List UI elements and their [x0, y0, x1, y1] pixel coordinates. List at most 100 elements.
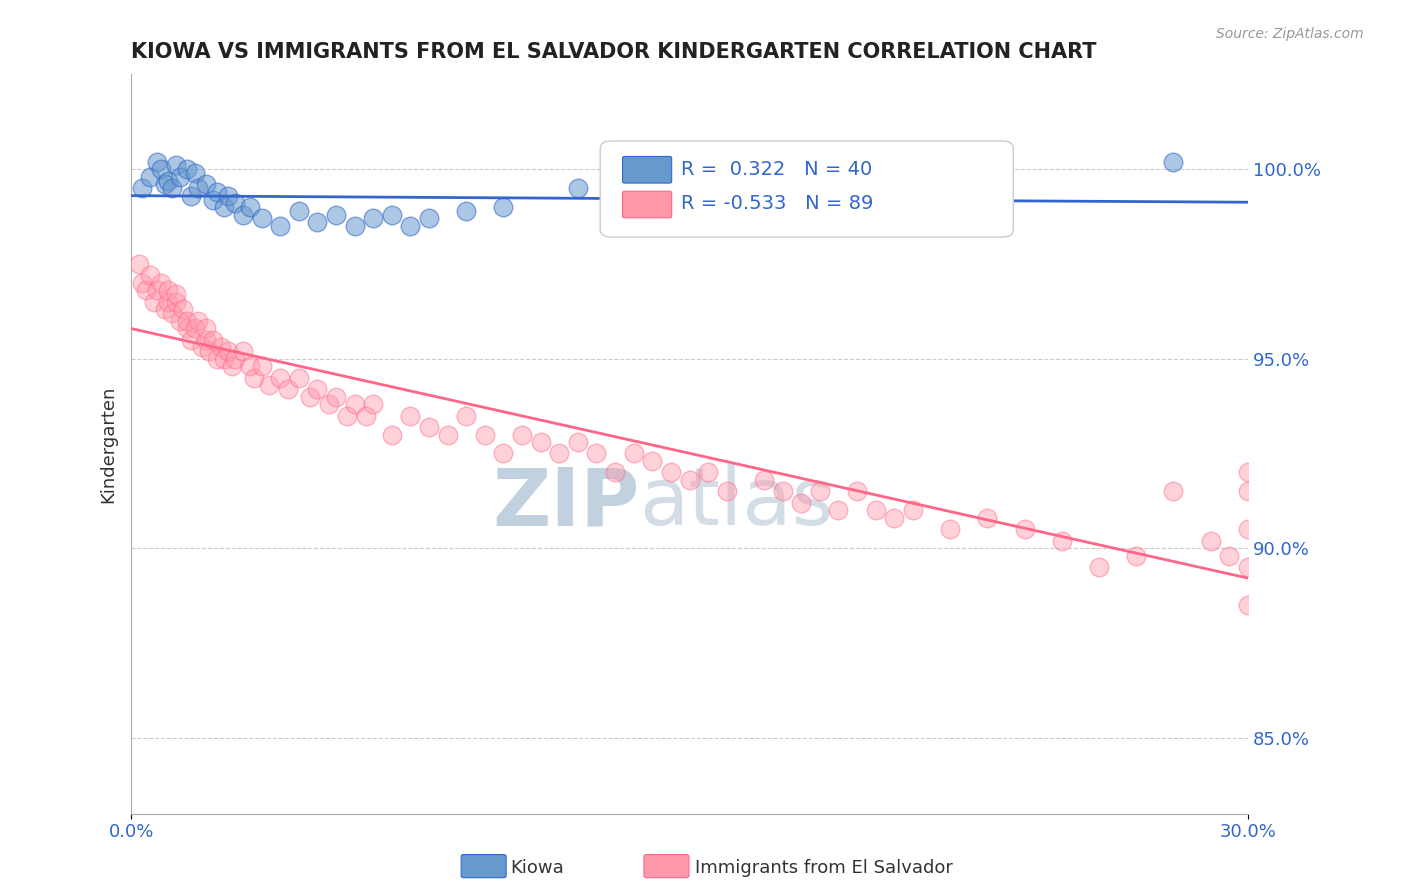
- Point: [157, 294, 180, 309]
- Point: [214, 200, 236, 214]
- Point: [250, 359, 273, 374]
- Point: [239, 359, 262, 374]
- Point: [976, 511, 998, 525]
- Point: [131, 276, 153, 290]
- Point: [325, 208, 347, 222]
- Point: [205, 185, 228, 199]
- Point: [548, 446, 571, 460]
- Point: [139, 268, 162, 283]
- Point: [492, 200, 515, 214]
- Point: [827, 196, 849, 211]
- Point: [399, 409, 422, 423]
- Point: [269, 370, 291, 384]
- Point: [191, 340, 214, 354]
- Point: [269, 219, 291, 233]
- Point: [176, 314, 198, 328]
- Point: [901, 503, 924, 517]
- Point: [287, 370, 309, 384]
- Point: [165, 158, 187, 172]
- Text: Kiowa: Kiowa: [510, 859, 564, 877]
- Point: [128, 257, 150, 271]
- Point: [217, 344, 239, 359]
- Text: Source: ZipAtlas.com: Source: ZipAtlas.com: [1216, 27, 1364, 41]
- Point: [250, 211, 273, 226]
- Point: [139, 169, 162, 184]
- Point: [883, 511, 905, 525]
- Point: [659, 466, 682, 480]
- Point: [603, 466, 626, 480]
- Point: [716, 484, 738, 499]
- Point: [157, 173, 180, 187]
- Point: [1199, 533, 1222, 548]
- Point: [1218, 549, 1240, 563]
- Point: [1237, 560, 1260, 574]
- Point: [153, 302, 176, 317]
- Point: [221, 359, 243, 374]
- Text: R = -0.533   N = 89: R = -0.533 N = 89: [681, 194, 873, 213]
- Point: [169, 314, 191, 328]
- Point: [150, 276, 173, 290]
- Point: [752, 473, 775, 487]
- Point: [194, 321, 217, 335]
- Point: [418, 211, 440, 226]
- Point: [202, 333, 225, 347]
- Point: [1163, 154, 1185, 169]
- Point: [180, 188, 202, 202]
- Point: [641, 454, 664, 468]
- Point: [418, 420, 440, 434]
- Point: [146, 154, 169, 169]
- Point: [1088, 560, 1111, 574]
- Point: [232, 208, 254, 222]
- Point: [697, 466, 720, 480]
- Point: [1237, 484, 1260, 499]
- Point: [1237, 598, 1260, 612]
- Point: [153, 178, 176, 192]
- Point: [150, 162, 173, 177]
- Point: [243, 370, 266, 384]
- Text: R =  0.322   N = 40: R = 0.322 N = 40: [681, 160, 872, 178]
- Point: [142, 294, 165, 309]
- Point: [135, 284, 157, 298]
- Point: [336, 409, 359, 423]
- Point: [456, 203, 478, 218]
- Point: [187, 314, 209, 328]
- Point: [361, 211, 384, 226]
- Point: [205, 351, 228, 366]
- Point: [1237, 466, 1260, 480]
- Point: [510, 427, 533, 442]
- Point: [209, 340, 232, 354]
- Point: [492, 446, 515, 460]
- Point: [183, 166, 205, 180]
- Point: [307, 382, 329, 396]
- Point: [298, 390, 321, 404]
- Point: [1014, 522, 1036, 536]
- Point: [183, 321, 205, 335]
- Point: [623, 446, 645, 460]
- Point: [585, 446, 607, 460]
- Point: [678, 473, 700, 487]
- Point: [214, 351, 236, 366]
- Point: [239, 200, 262, 214]
- Point: [202, 193, 225, 207]
- Point: [224, 351, 246, 366]
- Point: [567, 435, 589, 450]
- Point: [939, 522, 962, 536]
- Point: [325, 390, 347, 404]
- Point: [343, 397, 366, 411]
- Point: [865, 503, 887, 517]
- Point: [172, 302, 194, 317]
- Point: [165, 294, 187, 309]
- Point: [187, 181, 209, 195]
- Point: [939, 181, 962, 195]
- Point: [381, 208, 404, 222]
- Point: [257, 378, 280, 392]
- Point: [1050, 533, 1073, 548]
- FancyBboxPatch shape: [623, 156, 672, 183]
- Point: [1125, 549, 1147, 563]
- Point: [277, 382, 299, 396]
- Point: [790, 496, 813, 510]
- Point: [846, 484, 869, 499]
- Point: [530, 435, 553, 450]
- Point: [436, 427, 458, 442]
- Point: [194, 333, 217, 347]
